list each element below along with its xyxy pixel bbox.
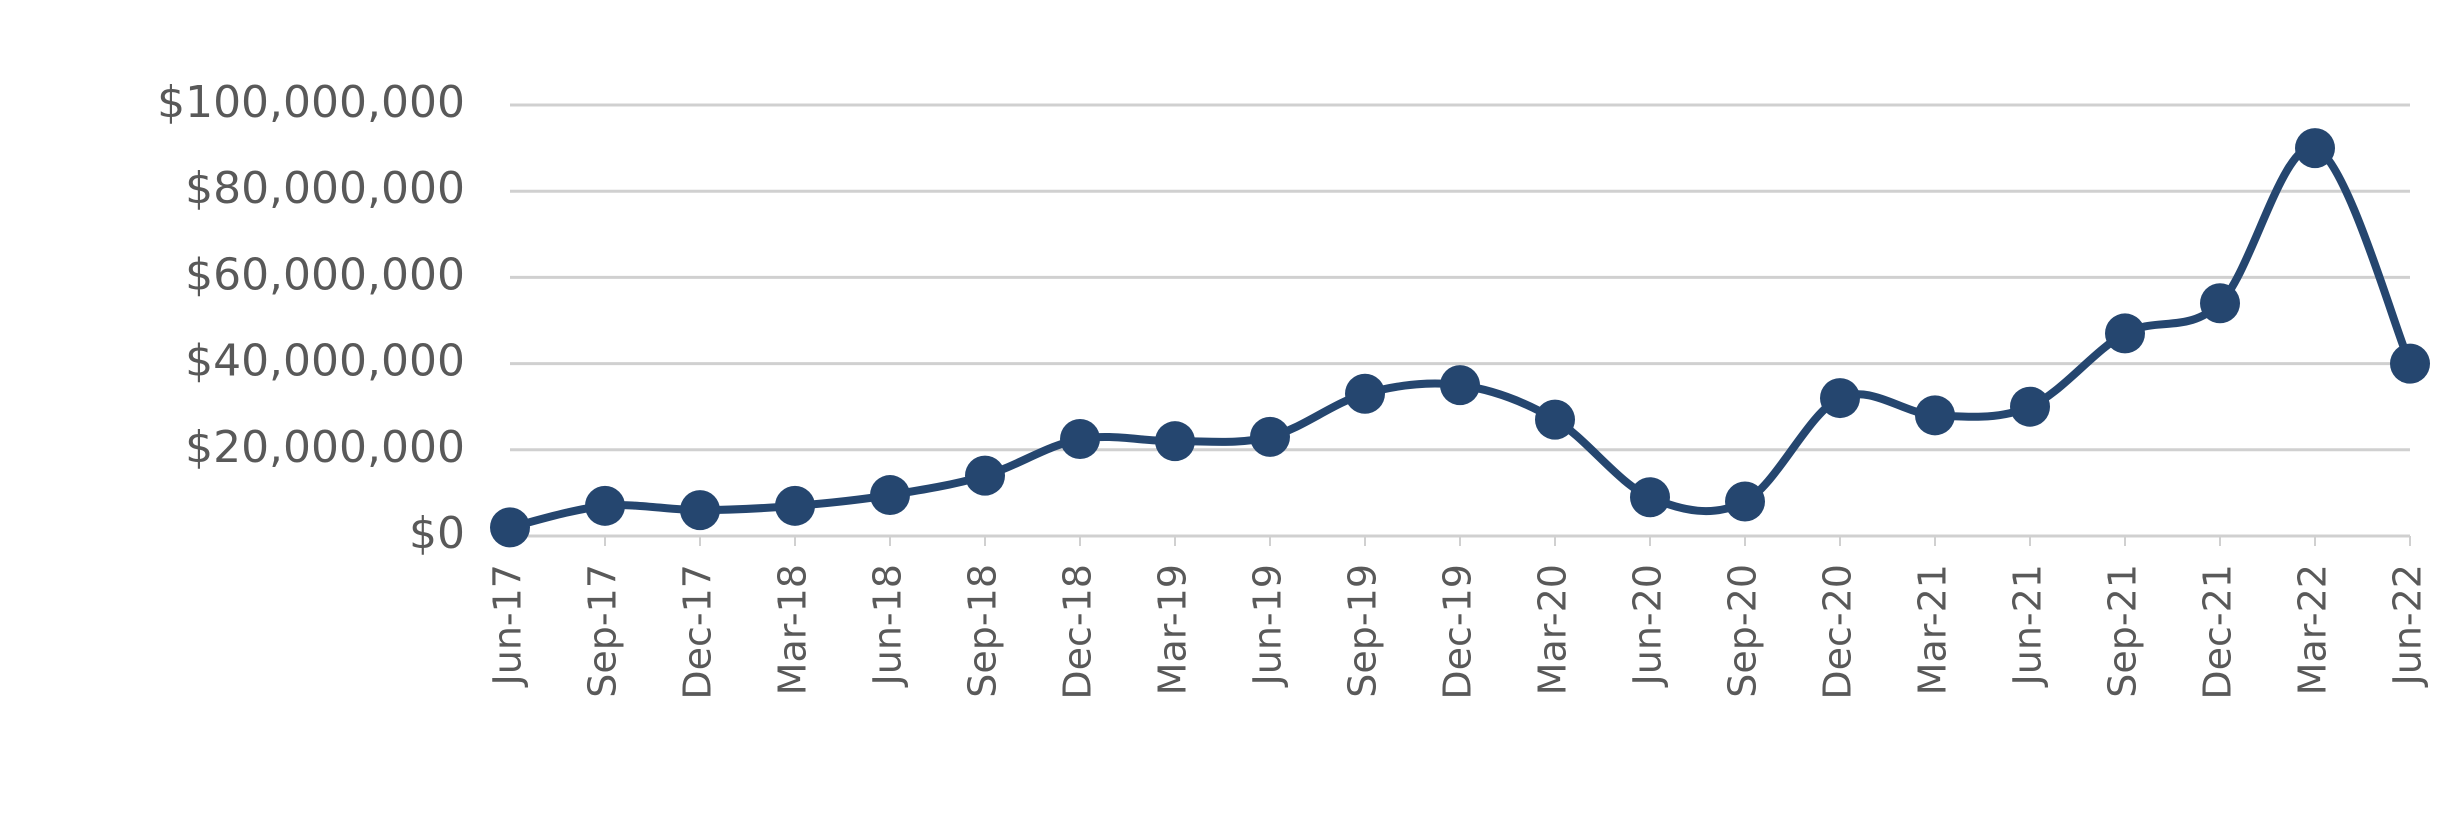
x-tick-label: Sep-17	[581, 564, 625, 698]
x-tick-label: Jun-22	[2386, 564, 2430, 687]
x-tick-label: Mar-22	[2291, 564, 2335, 695]
y-tick-label: $100,000,000	[157, 77, 465, 128]
data-point	[1630, 477, 1670, 518]
data-point	[2010, 386, 2050, 427]
y-tick-label: $0	[409, 508, 465, 559]
x-tick-label: Jun-21	[2006, 564, 2050, 687]
x-tick-label: Dec-21	[2196, 564, 2240, 700]
data-point	[1725, 481, 1765, 522]
data-point	[2200, 283, 2240, 324]
x-tick-label: Jun-17	[486, 564, 530, 687]
y-tick-label: $20,000,000	[185, 422, 465, 473]
x-tick-label: Dec-17	[676, 564, 720, 700]
data-point	[1060, 419, 1100, 460]
data-point	[775, 485, 815, 526]
x-tick-label: Dec-18	[1056, 564, 1100, 700]
data-point	[1250, 416, 1290, 457]
data-point	[1345, 373, 1385, 414]
data-point	[585, 485, 625, 526]
x-tick-label: Mar-19	[1151, 564, 1195, 695]
x-tick-label: Sep-18	[961, 564, 1005, 698]
data-point	[870, 475, 910, 516]
data-point	[2105, 313, 2145, 354]
x-tick-label: Mar-18	[771, 564, 815, 695]
data-point	[1155, 421, 1195, 462]
x-tick-label: Sep-19	[1341, 564, 1385, 698]
x-tick-label: Sep-21	[2101, 564, 2145, 698]
x-tick-label: Mar-21	[1911, 564, 1955, 695]
x-tick-label: Jun-19	[1246, 564, 1290, 687]
x-tick-label: Mar-20	[1531, 564, 1575, 695]
y-tick-label: $60,000,000	[185, 249, 465, 300]
data-point	[2390, 343, 2430, 384]
x-tick-label: Jun-18	[866, 564, 910, 687]
y-tick-label: $80,000,000	[185, 163, 465, 214]
data-point	[2295, 128, 2335, 169]
x-tick-label: Dec-20	[1816, 564, 1860, 700]
x-tick-label: Sep-20	[1721, 564, 1765, 698]
data-point	[1915, 395, 1955, 436]
x-tick-label: Dec-19	[1436, 564, 1480, 700]
data-point	[1820, 378, 1860, 419]
data-point	[680, 490, 720, 531]
y-tick-label: $40,000,000	[185, 336, 465, 387]
data-point	[1440, 365, 1480, 406]
data-point	[965, 455, 1005, 496]
x-tick-label: Jun-20	[1626, 564, 1670, 687]
data-point	[490, 507, 530, 548]
data-point	[1535, 399, 1575, 440]
